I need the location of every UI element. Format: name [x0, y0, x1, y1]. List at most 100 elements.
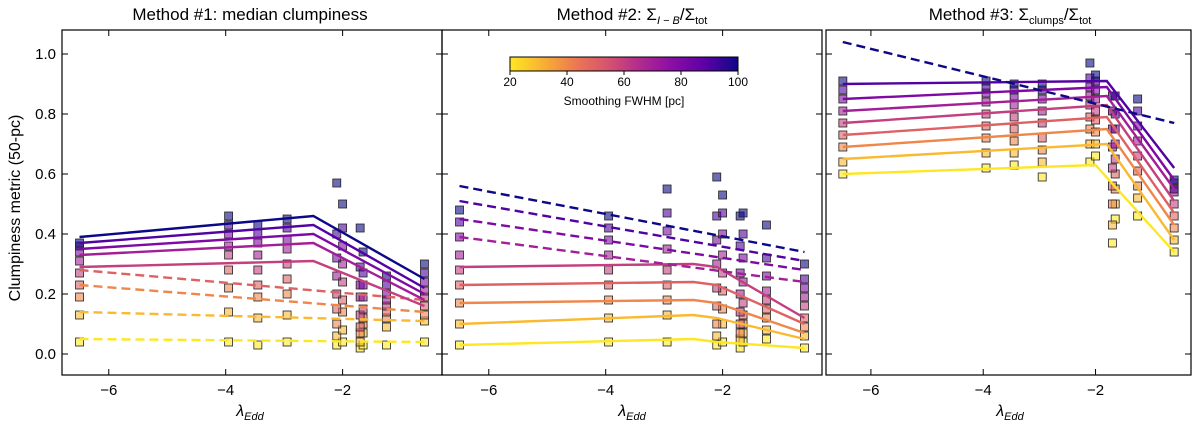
fit-line	[842, 127, 1176, 226]
data-point	[224, 241, 234, 251]
panel-method-1: Method #1: median clumpiness −6 −4 −2 0.0 0.…	[35, 5, 443, 423]
fit-line	[79, 337, 425, 344]
fit-line	[459, 217, 805, 272]
fit-line	[842, 115, 1176, 214]
panel-3-x-axis-label: λEdd	[995, 403, 1024, 423]
data-point	[338, 325, 348, 335]
data-point	[1009, 136, 1019, 146]
y-tick-label: 0.8	[35, 106, 56, 123]
data-point	[800, 283, 809, 293]
data-point	[800, 322, 809, 332]
y-tick-label: 0.6	[35, 166, 56, 183]
data-point	[358, 292, 368, 302]
data-point	[1085, 58, 1095, 68]
panel-3-frame	[825, 29, 1192, 376]
colorbar-tick-label: 20	[503, 75, 517, 89]
panel-2-plot: −6 −4 −2	[441, 29, 823, 399]
x-tick-label: −4	[597, 382, 614, 399]
data-point	[75, 268, 84, 278]
data-point	[420, 268, 429, 278]
data-point	[712, 235, 722, 245]
data-point	[1091, 151, 1100, 161]
fit-line	[79, 241, 426, 302]
fit-line	[459, 262, 806, 320]
fit-line	[79, 283, 425, 314]
data-point	[355, 322, 365, 332]
data-point	[282, 310, 292, 320]
data-point	[662, 337, 672, 347]
data-point	[762, 220, 771, 230]
colorbar-ticks: 20 40 60 80 100	[503, 71, 748, 89]
data-point	[382, 322, 391, 332]
fit-line	[79, 310, 425, 323]
data-point	[800, 274, 809, 284]
data-point	[662, 226, 672, 236]
x-tick-label: −4	[975, 382, 992, 399]
data-point	[1037, 157, 1047, 167]
data-point	[282, 244, 292, 254]
x-tick-label: −6	[100, 382, 117, 399]
fit-line	[842, 94, 1176, 190]
data-point	[355, 223, 365, 233]
data-point	[1091, 115, 1100, 125]
data-point	[282, 289, 292, 299]
data-point	[1091, 85, 1100, 95]
data-point	[712, 172, 722, 182]
data-point	[1107, 238, 1117, 248]
data-point	[75, 256, 84, 266]
data-point	[455, 250, 464, 260]
panel-2-frame	[441, 29, 823, 376]
data-point	[662, 184, 672, 194]
fit-line	[842, 163, 1176, 253]
data-point	[1091, 70, 1100, 80]
data-point	[338, 259, 348, 269]
data-point	[224, 337, 234, 347]
data-point	[224, 283, 234, 293]
data-point	[1107, 199, 1117, 209]
data-point	[332, 271, 342, 281]
data-point	[662, 244, 672, 254]
data-point	[800, 292, 809, 302]
data-point	[718, 208, 728, 218]
colorbar: 20 40 60 80 100 Smoothing FWHM [pc]	[503, 56, 748, 108]
data-point	[604, 265, 614, 275]
data-point	[253, 313, 263, 323]
data-point	[1091, 127, 1100, 137]
data-point	[738, 208, 748, 218]
data-point	[332, 289, 342, 299]
panel-1-x-axis-label: λEdd	[235, 403, 264, 423]
data-point	[1037, 145, 1047, 155]
data-point	[224, 307, 234, 317]
data-point	[762, 334, 771, 344]
data-point	[253, 250, 263, 260]
data-point	[455, 205, 464, 215]
data-point	[358, 304, 368, 314]
fit-line	[79, 259, 425, 308]
data-point	[338, 277, 348, 287]
data-point	[332, 331, 342, 341]
data-point	[420, 259, 429, 269]
fit-line	[79, 268, 425, 302]
data-point	[455, 217, 464, 227]
data-point	[1107, 163, 1117, 173]
data-point	[1091, 106, 1100, 116]
data-point	[1037, 106, 1047, 116]
data-point	[253, 340, 263, 350]
data-point	[712, 331, 722, 341]
fit-line	[459, 313, 805, 341]
fit-line	[842, 85, 1176, 181]
data-point	[338, 199, 348, 209]
data-point	[838, 85, 848, 95]
fit-line	[79, 232, 426, 296]
x-tick-label: −6	[480, 382, 497, 399]
data-point	[1169, 199, 1179, 209]
x-tick-label: −4	[217, 382, 234, 399]
data-point	[253, 292, 263, 302]
data-point	[282, 274, 292, 284]
data-point	[282, 235, 292, 245]
panel-3-title: Method #3: Σclumps/Σtot	[929, 5, 1092, 27]
data-point	[1169, 223, 1179, 233]
data-point	[735, 328, 745, 338]
fit-line	[459, 199, 805, 263]
